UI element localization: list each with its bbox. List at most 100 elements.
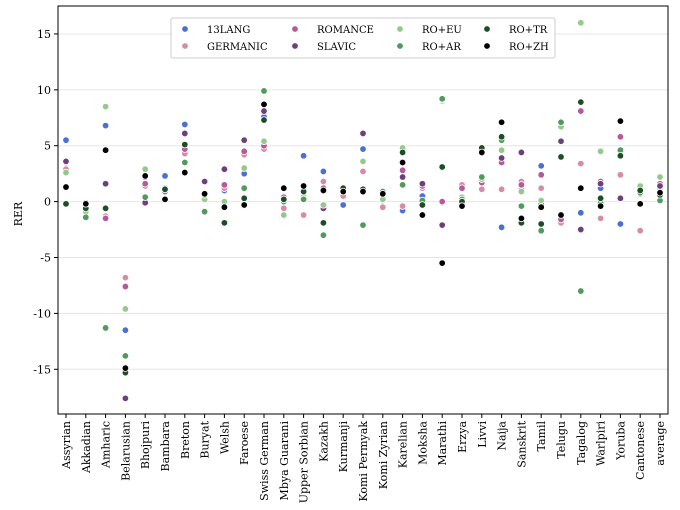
legend-label: RO+EU [422, 25, 462, 36]
y-tick-label: 0 [44, 196, 51, 209]
data-point [240, 136, 248, 144]
data-point [577, 184, 585, 192]
legend-marker [483, 42, 491, 50]
data-point [636, 226, 644, 235]
x-tick-label: Mbya Guarani [278, 421, 291, 501]
data-point [141, 193, 149, 201]
legend-marker [291, 42, 299, 50]
data-point [299, 195, 308, 204]
legend-marker [396, 25, 404, 33]
x-tick-label: Belarusian [119, 421, 132, 481]
data-point [497, 154, 506, 162]
data-point [101, 324, 110, 332]
x-tick-label: Kurmanji [337, 421, 350, 473]
data-point [161, 195, 169, 204]
x-tick-label: Breton [179, 421, 192, 459]
data-point [240, 184, 248, 192]
data-point [220, 219, 229, 227]
data-point [220, 181, 229, 189]
data-point [101, 146, 110, 154]
data-point [359, 129, 367, 138]
x-tick-label: Welsh [218, 421, 231, 454]
data-point [121, 394, 130, 403]
data-point [596, 202, 605, 210]
data-point [398, 166, 407, 175]
data-point [319, 231, 328, 239]
data-point [616, 220, 625, 228]
data-point [141, 172, 149, 180]
data-point [200, 190, 209, 198]
y-axis-ticks: -15 -10 -5 0 5 10 15 [33, 28, 58, 376]
data-point [121, 364, 130, 372]
data-point [478, 185, 486, 194]
data-point [181, 140, 189, 149]
data-point [379, 203, 387, 211]
data-point [359, 167, 367, 176]
data-point [121, 326, 130, 334]
x-tick-label: Warlpiri [595, 421, 608, 467]
data-point [161, 172, 169, 180]
x-tick-label: Yoruba [614, 421, 627, 461]
x-tick-label: Komi Permyak [357, 421, 370, 502]
data-point [240, 164, 248, 172]
data-point [240, 201, 248, 209]
data-point [339, 201, 347, 209]
data-point [181, 120, 189, 129]
data-point [497, 185, 506, 194]
x-tick-label: Amharic [100, 421, 113, 469]
data-point [537, 162, 545, 170]
data-point [577, 98, 585, 106]
x-tick-label: Akkadian [80, 421, 93, 474]
y-tick-label: -15 [33, 363, 51, 376]
data-point [319, 186, 328, 195]
data-point [557, 137, 565, 145]
data-point [398, 173, 407, 181]
data-point [616, 171, 625, 179]
data-point [517, 214, 526, 223]
x-tick-label: Livvi [476, 421, 489, 448]
x-tick-label: Assyrian [60, 421, 73, 470]
data-point [339, 187, 347, 196]
data-point [616, 194, 625, 202]
data-point [121, 282, 130, 291]
legend-marker [483, 25, 491, 33]
data-point [299, 182, 308, 190]
data-point [141, 165, 149, 173]
legend-label: GERMANIC [207, 42, 268, 53]
x-tick-label: Telugu [555, 421, 568, 459]
data-point [438, 221, 446, 229]
data-point [616, 117, 625, 125]
x-tick-label: average [654, 421, 667, 466]
x-tick-label: Swiss German [258, 421, 271, 501]
y-tick-label: 15 [37, 28, 51, 41]
data-point [200, 177, 209, 186]
data-point [596, 180, 605, 188]
data-point [299, 152, 308, 160]
data-point [62, 168, 70, 177]
data-point [537, 171, 545, 179]
data-point [161, 185, 169, 194]
data-point [319, 177, 328, 186]
data-point [557, 153, 565, 161]
data-point [101, 204, 110, 213]
gridlines [58, 33, 668, 370]
x-tick-label: Kazakh [317, 421, 330, 462]
data-point [121, 352, 130, 360]
data-point [220, 203, 229, 211]
data-point [478, 148, 486, 157]
data-point [379, 190, 387, 198]
data-point [418, 180, 427, 188]
data-point [260, 137, 268, 145]
data-point [240, 147, 248, 156]
data-point [616, 133, 625, 141]
x-tick-label: Tagalog [575, 421, 588, 465]
legend-label: 13LANG [207, 25, 250, 36]
data-point [577, 107, 585, 115]
data-point [62, 157, 70, 166]
data-point [557, 211, 565, 219]
data-point [260, 116, 268, 124]
data-point [438, 95, 446, 103]
data-point [121, 273, 130, 282]
